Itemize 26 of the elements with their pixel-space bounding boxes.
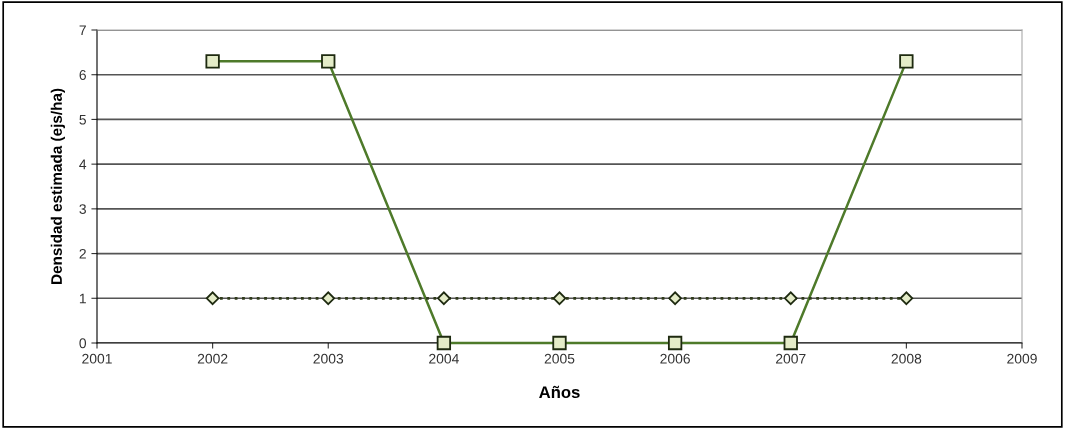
x-tick-label: 2001 [82, 353, 112, 364]
y-axis-title: Densidad estimada (ejs/ha) [50, 88, 65, 284]
y-tick-label: 2 [79, 248, 86, 259]
y-tick-label: 4 [79, 159, 87, 170]
x-tick-label: 2007 [776, 353, 806, 364]
point [668, 291, 682, 306]
y-tick-label: 1 [79, 293, 86, 304]
x-tick-label: 2004 [429, 353, 459, 364]
y-tick-label: 3 [79, 204, 86, 215]
x-tick-label: 2002 [197, 353, 228, 364]
x-tick-label: 2008 [891, 353, 922, 364]
point [899, 291, 914, 306]
y-tick-label: 0 [79, 338, 87, 349]
y-tick-label: 7 [79, 25, 86, 36]
x-tick-label: 2003 [313, 353, 344, 364]
y-tick-label: 6 [79, 70, 86, 80]
x-axis-title: Años [539, 385, 580, 399]
x-tick-label: 2006 [660, 353, 690, 364]
x-tick-label: 2009 [1007, 353, 1037, 364]
point [321, 291, 336, 306]
point [205, 291, 220, 306]
y-tick-label: 5 [79, 114, 86, 125]
point [552, 291, 567, 306]
point [783, 291, 798, 306]
x-tick-label: 2005 [544, 353, 575, 364]
point [437, 291, 451, 306]
